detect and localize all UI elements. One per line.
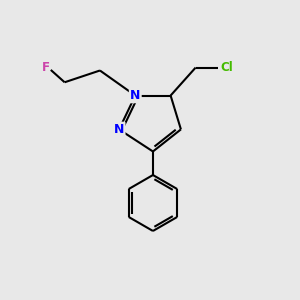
- Text: Cl: Cl: [220, 61, 233, 74]
- Text: F: F: [41, 61, 50, 74]
- Text: N: N: [114, 123, 124, 136]
- Text: N: N: [130, 89, 140, 102]
